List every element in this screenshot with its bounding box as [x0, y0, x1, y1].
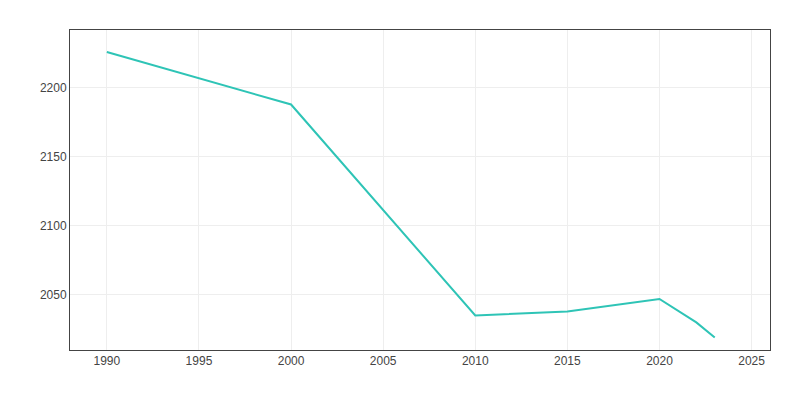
- svg-text:2150: 2150: [40, 150, 67, 164]
- svg-text:1995: 1995: [186, 354, 213, 368]
- svg-text:2000: 2000: [278, 354, 305, 368]
- svg-text:2020: 2020: [646, 354, 673, 368]
- svg-text:2050: 2050: [40, 288, 67, 302]
- svg-text:2005: 2005: [370, 354, 397, 368]
- svg-text:2015: 2015: [554, 354, 581, 368]
- svg-text:2200: 2200: [40, 81, 67, 95]
- svg-text:2100: 2100: [40, 219, 67, 233]
- svg-text:2025: 2025: [738, 354, 765, 368]
- svg-text:1990: 1990: [93, 354, 120, 368]
- svg-text:2010: 2010: [462, 354, 489, 368]
